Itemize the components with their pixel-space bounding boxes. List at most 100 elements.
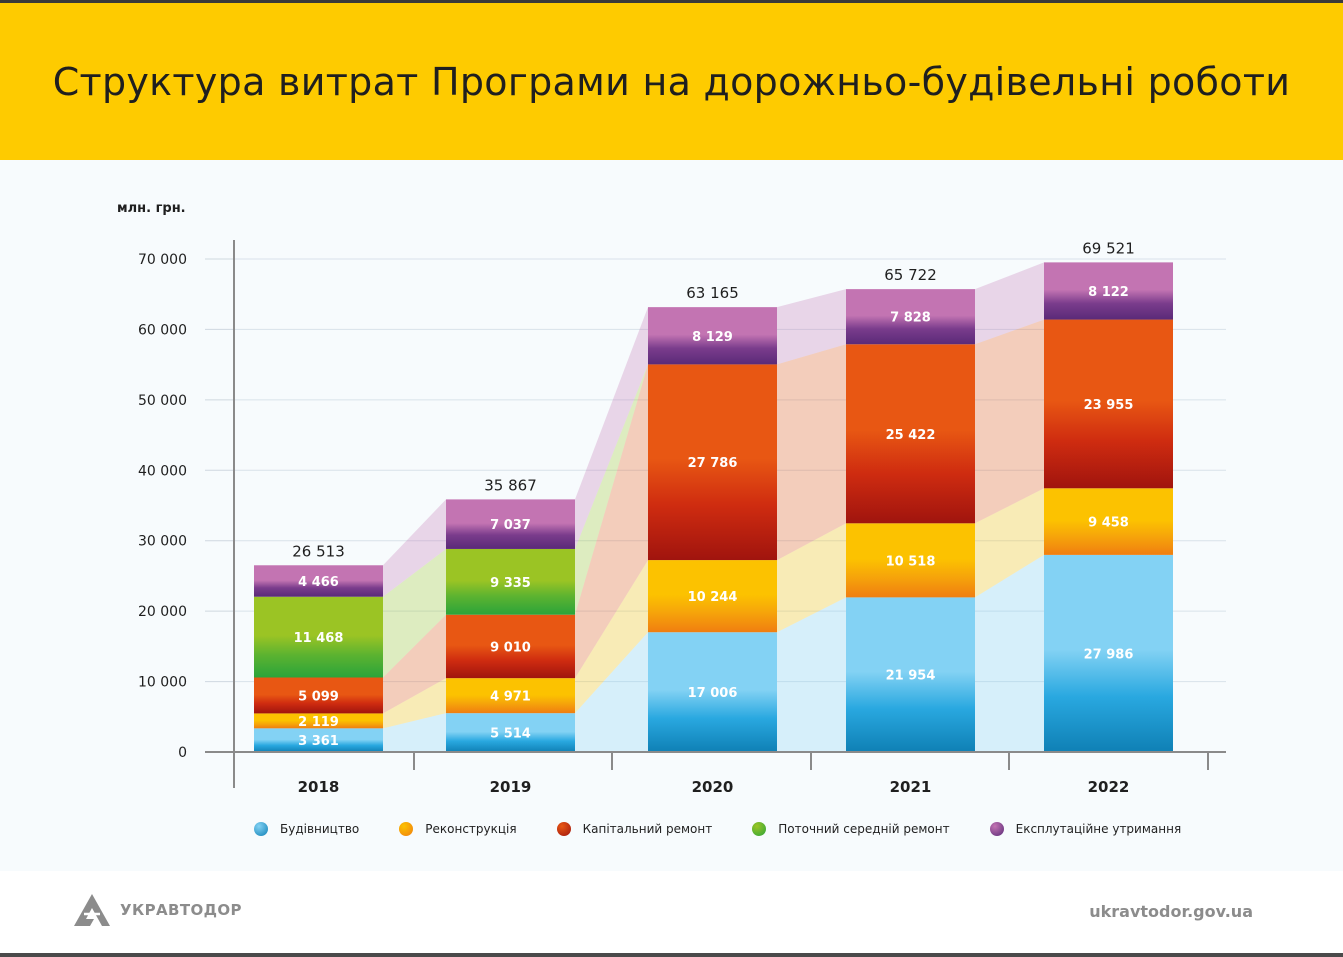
flow-band-4 — [975, 262, 1044, 345]
axes-layer: 0 10 000 20 000 30 000 40 000 50 000 60 000 70 … — [138, 240, 1226, 788]
bar-segment — [446, 678, 575, 714]
flow-band-3 — [383, 548, 446, 678]
brand-name: УКРАВТОДОР — [120, 901, 242, 919]
legend-item: Реконструкція — [399, 822, 517, 836]
flow-band-0 — [575, 632, 648, 752]
total-label: 26 513 — [292, 542, 345, 560]
flow-band-4 — [777, 289, 846, 365]
data-label: 7 037 — [490, 518, 531, 533]
legend-label: Реконструкція — [425, 822, 517, 836]
title-banner: Структура витрат Програми на дорожньо-бу… — [0, 3, 1343, 160]
bar-segment — [254, 596, 383, 678]
data-label: 9 458 — [1088, 516, 1129, 531]
x-tick-label: 2018 — [298, 778, 340, 796]
bar-segment — [1044, 319, 1173, 489]
bar-segment — [254, 677, 383, 714]
x-tick-label: 2021 — [890, 778, 932, 796]
data-label: 9 010 — [490, 640, 531, 655]
total-label: 69 521 — [1082, 239, 1135, 257]
bar-segment — [846, 289, 975, 345]
data-label: 25 422 — [886, 428, 936, 443]
labels-layer: млн. грн. 3 361 5 514 17 006 21 954 27 986 2 1… — [117, 201, 1135, 796]
bottom-border — [0, 953, 1343, 957]
flow-band-4 — [575, 307, 648, 549]
data-label: 8 129 — [692, 330, 733, 345]
legend-label: Поточний середній ремонт — [778, 822, 950, 836]
x-tick-label: 2022 — [1088, 778, 1130, 796]
bar-segment — [648, 632, 777, 752]
flow-band-2 — [777, 344, 846, 561]
data-label: 2 119 — [298, 715, 339, 730]
website-link[interactable]: ukravtodor.gov.ua — [1089, 902, 1253, 921]
brand: УКРАВТОДОР — [72, 892, 242, 928]
legend-item: Капітальний ремонт — [556, 822, 713, 836]
stacked-bar-chart: 0 10 000 20 000 30 000 40 000 50 000 60 000 70 … — [117, 201, 1226, 796]
data-label: 27 786 — [688, 456, 738, 471]
legend-label: Капітальний ремонт — [582, 822, 713, 836]
bar-segment — [446, 548, 575, 615]
total-label: 65 722 — [884, 266, 937, 284]
data-label: 17 006 — [688, 686, 738, 701]
legend-swatch — [399, 822, 414, 836]
data-label: 10 518 — [886, 554, 936, 569]
ukravtodor-logo-icon — [74, 894, 110, 926]
y-tick-label: 70 000 — [138, 252, 187, 268]
bar-segment — [254, 565, 383, 597]
y-tick-label: 0 — [178, 745, 187, 761]
flow-band-4 — [383, 499, 446, 597]
total-label: 63 165 — [686, 284, 739, 302]
bar-segment — [846, 597, 975, 752]
y-tick-label: 10 000 — [138, 675, 187, 691]
flow-band-1 — [975, 488, 1044, 598]
data-label: 3 361 — [298, 734, 339, 749]
flow-band-1 — [383, 678, 446, 729]
top-border — [0, 0, 1343, 3]
data-label: 11 468 — [294, 631, 344, 646]
data-label: 5 514 — [490, 727, 531, 742]
data-label: 7 828 — [890, 311, 931, 326]
bar-segment — [648, 364, 777, 561]
legend-label: Експлутаційне утримання — [1015, 822, 1182, 836]
bar-segment — [446, 614, 575, 679]
legend-item: Поточний середній ремонт — [752, 822, 950, 836]
y-tick-label: 20 000 — [138, 604, 187, 620]
total-label: 35 867 — [484, 476, 537, 494]
legend-item: Експлутаційне утримання — [989, 822, 1182, 836]
y-tick-label: 40 000 — [138, 463, 187, 479]
bar-segment — [1044, 554, 1173, 752]
y-tick-label: 50 000 — [138, 393, 187, 409]
bar-segment — [648, 307, 777, 365]
y-tick-label: 60 000 — [138, 322, 187, 338]
flow-band-1 — [777, 523, 846, 633]
legend-label: Будівництво — [280, 822, 360, 836]
data-label: 23 955 — [1084, 398, 1134, 413]
x-tick-label: 2019 — [490, 778, 532, 796]
flow-bands — [383, 262, 1044, 752]
data-label: 21 954 — [886, 669, 936, 684]
data-label: 8 122 — [1088, 285, 1129, 300]
y-tick-label: 30 000 — [138, 534, 187, 550]
data-label: 4 971 — [490, 690, 531, 705]
x-tick-label: 2020 — [692, 778, 734, 796]
bar-segment — [1044, 488, 1173, 555]
data-label: 4 466 — [298, 575, 339, 590]
data-label: 9 335 — [490, 576, 531, 591]
chart-legend: Будівництво Реконструкція Капітальний ремо… — [254, 818, 1194, 840]
bar-segment — [254, 728, 383, 752]
bar-segment — [446, 499, 575, 549]
bar-segment — [846, 523, 975, 598]
y-axis-label: млн. грн. — [117, 201, 186, 216]
bar-segment — [1044, 262, 1173, 320]
bar-segment — [254, 713, 383, 729]
bar-segment — [446, 713, 575, 752]
page-title: Структура витрат Програми на дорожньо-бу… — [52, 59, 1291, 104]
flow-band-0 — [383, 713, 446, 752]
flow-band-2 — [975, 319, 1044, 524]
legend-swatch — [254, 822, 268, 836]
flow-band-3 — [575, 364, 648, 615]
flow-band-2 — [575, 364, 648, 679]
flow-band-0 — [975, 554, 1044, 752]
legend-swatch — [989, 822, 1004, 836]
bars-layer — [254, 262, 1173, 752]
bar-segment — [648, 560, 777, 633]
